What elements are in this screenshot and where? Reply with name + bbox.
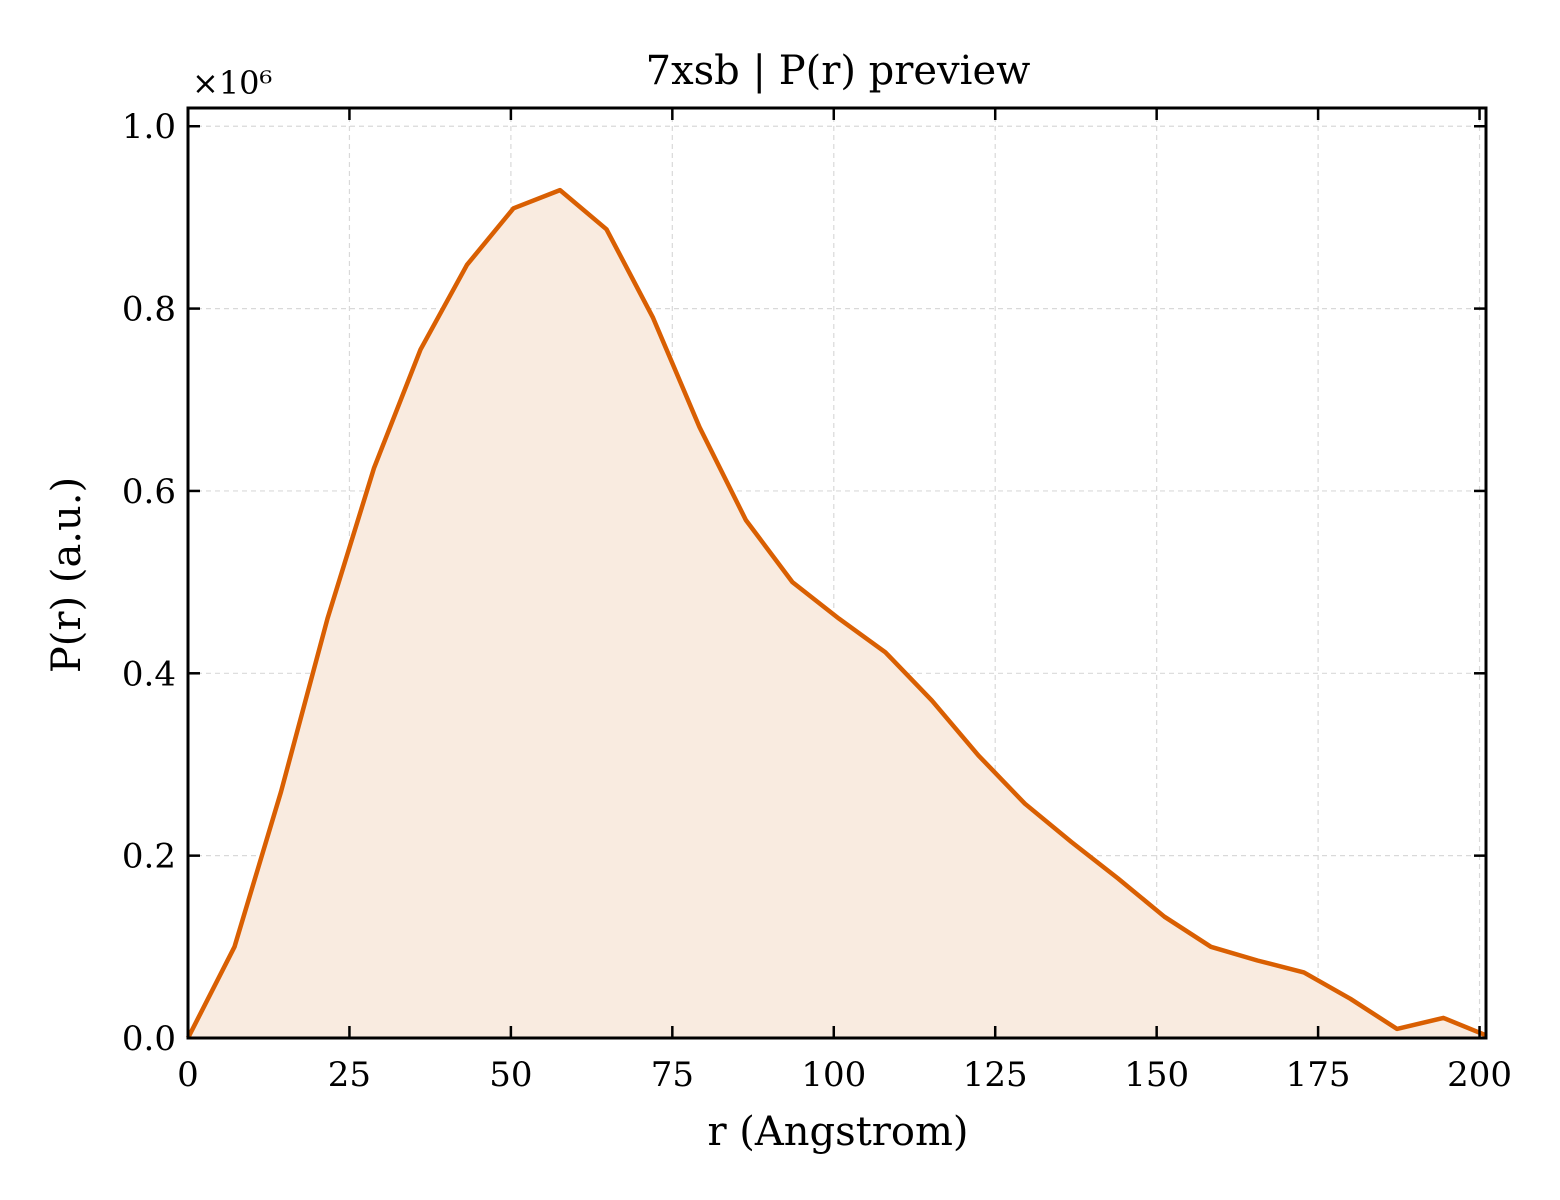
plot-frame xyxy=(186,106,1488,1040)
x-tick-label: 0 xyxy=(177,1055,199,1095)
series-line-layer xyxy=(185,187,1487,1040)
series-area-layer xyxy=(188,190,1486,1039)
ticks: 0 25 50 75 100 125 150 175 200 0.0 0.2 0.4 0.6 0.8 1.0 xyxy=(122,107,1512,1095)
x-tick-label: 100 xyxy=(801,1055,866,1095)
y-axis-multiplier: ×10⁶ xyxy=(192,64,272,102)
series-area xyxy=(188,190,1486,1039)
x-tick-label: 175 xyxy=(1286,1055,1351,1095)
y-tick-label: 1.0 xyxy=(122,107,176,147)
y-tick-label: 0.0 xyxy=(122,1019,176,1059)
x-tick-label: 200 xyxy=(1447,1055,1512,1095)
x-tick-label: 25 xyxy=(328,1055,371,1095)
y-tick-label: 0.8 xyxy=(122,290,176,330)
x-tick-label: 125 xyxy=(963,1055,1028,1095)
x-tick-label: 50 xyxy=(489,1055,532,1095)
y-tick-label: 0.6 xyxy=(122,472,176,512)
x-tick-label: 75 xyxy=(651,1055,694,1095)
y-axis-label: P(r) (a.u.) xyxy=(44,477,90,673)
x-axis-label: r (Angstrom) xyxy=(707,1109,968,1155)
y-tick-label: 0.2 xyxy=(122,837,176,877)
y-tick-label: 0.4 xyxy=(122,654,176,694)
chart-title: 7xsb | P(r) preview xyxy=(646,48,1031,94)
x-tick-label: 150 xyxy=(1124,1055,1189,1095)
